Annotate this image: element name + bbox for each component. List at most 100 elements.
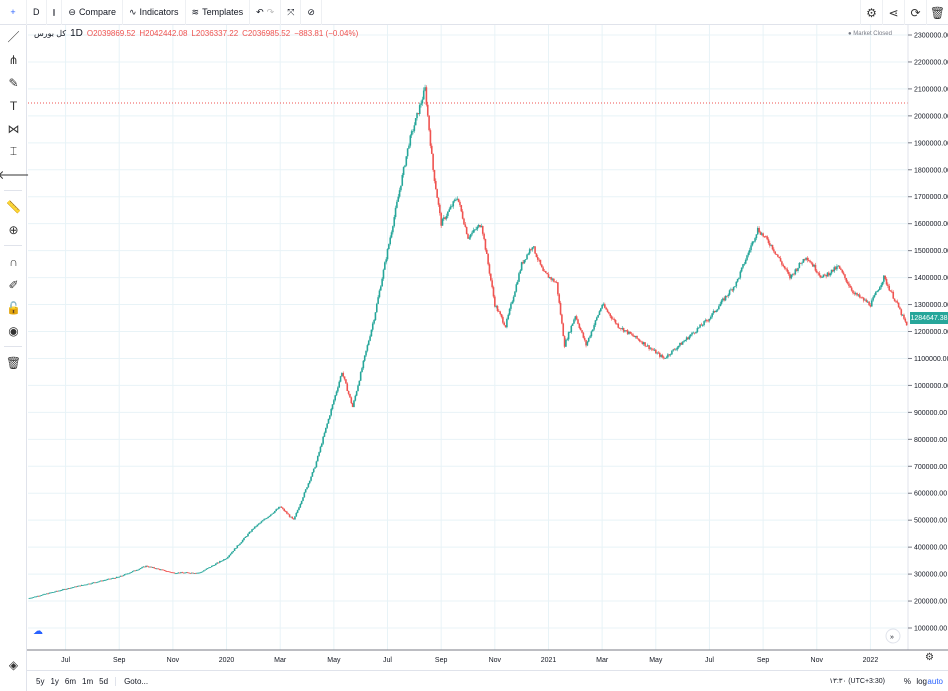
candle: [35, 596, 37, 598]
candle: [418, 105, 421, 114]
measure-tool[interactable]: 📏: [0, 195, 27, 218]
candle: [708, 318, 711, 321]
candle: [197, 572, 200, 574]
candle: [661, 355, 664, 358]
candle: [31, 597, 33, 599]
undo-button[interactable]: ↶ ↷: [250, 0, 282, 25]
candle: [511, 301, 514, 304]
zoom-tool[interactable]: ⊕: [0, 218, 27, 241]
interval-button[interactable]: D: [27, 0, 47, 25]
candle: [276, 508, 279, 510]
lock-tool[interactable]: 🔓: [0, 296, 27, 319]
candle: [397, 196, 400, 202]
x-tick-label: Sep: [113, 657, 126, 664]
indicators-button[interactable]: ∿ Indicators: [123, 0, 186, 25]
range-5d[interactable]: 5d: [99, 676, 109, 686]
auto-toggle[interactable]: auto: [927, 676, 943, 686]
log-toggle[interactable]: log: [916, 676, 927, 686]
candle: [663, 357, 665, 359]
stay-drawing-tool[interactable]: ✐: [0, 273, 27, 296]
candle: [221, 560, 224, 562]
candle: [561, 314, 563, 324]
candle: [421, 99, 424, 104]
back-tool[interactable]: 🡐: [0, 163, 30, 186]
brush-tool[interactable]: ✎: [0, 71, 27, 94]
candle: [590, 331, 593, 337]
prediction-tool[interactable]: ⌶: [0, 140, 27, 163]
pattern-icon: ⋈: [7, 121, 20, 136]
redo-icon[interactable]: ↷: [266, 6, 275, 17]
magnet-tool[interactable]: ∩: [0, 250, 27, 273]
x-tick-label: Sep: [757, 657, 770, 664]
candle: [830, 269, 833, 274]
hide-drawings-tool[interactable]: ◉: [0, 319, 27, 342]
candle: [723, 298, 726, 301]
compare-button[interactable]: ⊖ Compare: [62, 0, 123, 25]
candle: [150, 566, 153, 568]
candle: [215, 563, 217, 566]
range-5y[interactable]: 5y: [36, 676, 45, 686]
candle: [742, 264, 744, 268]
axis-settings-icon[interactable]: ⚙: [925, 652, 934, 663]
candle: [173, 572, 176, 574]
drawing-toolbar: ／ ⋔ ✎ T ⋈ ⌶ 🡐 📏 ⊕ ∩ ✐ 🔓 ◉ 🗑 ◈: [0, 25, 30, 691]
hide-button[interactable]: ⊘: [301, 0, 322, 25]
candle: [495, 305, 497, 307]
candle: [366, 345, 369, 351]
candle: [70, 587, 72, 589]
goto-button[interactable]: Goto...: [115, 676, 151, 686]
remove-drawings-tool[interactable]: 🗑: [0, 351, 27, 374]
percent-toggle[interactable]: %: [903, 676, 911, 686]
candle: [310, 476, 312, 481]
candle: [707, 320, 709, 322]
crosshair-icon[interactable]: +: [0, 0, 27, 25]
share-button[interactable]: ⋖: [882, 0, 904, 25]
pitchfork-tool[interactable]: ⋔: [0, 48, 27, 71]
settings-button[interactable]: ⚙: [860, 0, 882, 25]
candle: [879, 287, 881, 290]
candle: [363, 355, 366, 361]
text-tool[interactable]: T: [0, 94, 27, 117]
candle: [715, 310, 717, 312]
delete-button[interactable]: 🗑: [926, 0, 948, 25]
price-axis[interactable]: 100000.00 200000.00 300000.00 400000.00 5000…: [908, 33, 948, 633]
candle: [194, 573, 197, 574]
candle: [845, 278, 848, 282]
timezone-button[interactable]: ۱۳:۳۰ (UTC+3:30): [829, 678, 885, 685]
candle: [435, 181, 437, 190]
y-tick-label: 1900000.00: [914, 140, 948, 147]
candle: [202, 570, 205, 572]
candle: [524, 259, 527, 261]
candle: [475, 229, 477, 231]
range-1y[interactable]: 1y: [50, 676, 59, 686]
range-1m[interactable]: 1m: [82, 676, 94, 686]
candle: [39, 595, 41, 597]
candle: [193, 573, 196, 574]
chart-type-button[interactable]: ⫾: [47, 0, 63, 25]
fullscreen-button[interactable]: ⤧: [281, 0, 302, 25]
candle: [40, 595, 43, 597]
candle: [793, 273, 795, 275]
tradingview-logo-icon[interactable]: ☁: [33, 626, 43, 637]
symbol-name[interactable]: کل بورس: [34, 29, 67, 38]
time-axis[interactable]: Jul Sep Nov 2020 Mar May Jul Sep Nov 2021 Mar May Ju…: [61, 657, 878, 664]
y-tick-label: 300000.00: [914, 572, 947, 579]
pattern-tool[interactable]: ⋈: [0, 117, 27, 140]
candle: [41, 594, 44, 596]
arrow-left-icon: 🡐: [0, 168, 30, 182]
templates-button[interactable]: ≋ Templates: [186, 0, 251, 25]
refresh-button[interactable]: ⟳: [904, 0, 926, 25]
candle: [810, 262, 813, 264]
candle: [339, 376, 342, 382]
candle: [392, 226, 394, 233]
range-6m[interactable]: 6m: [64, 676, 77, 686]
trend-line-tool[interactable]: ／: [0, 25, 27, 48]
candle: [728, 290, 731, 295]
object-tree-button[interactable]: ◈: [0, 653, 27, 676]
scroll-to-realtime-button[interactable]: [885, 628, 901, 644]
candle: [149, 566, 151, 568]
candle: [406, 148, 409, 157]
candle: [490, 273, 492, 281]
candle: [683, 341, 685, 343]
